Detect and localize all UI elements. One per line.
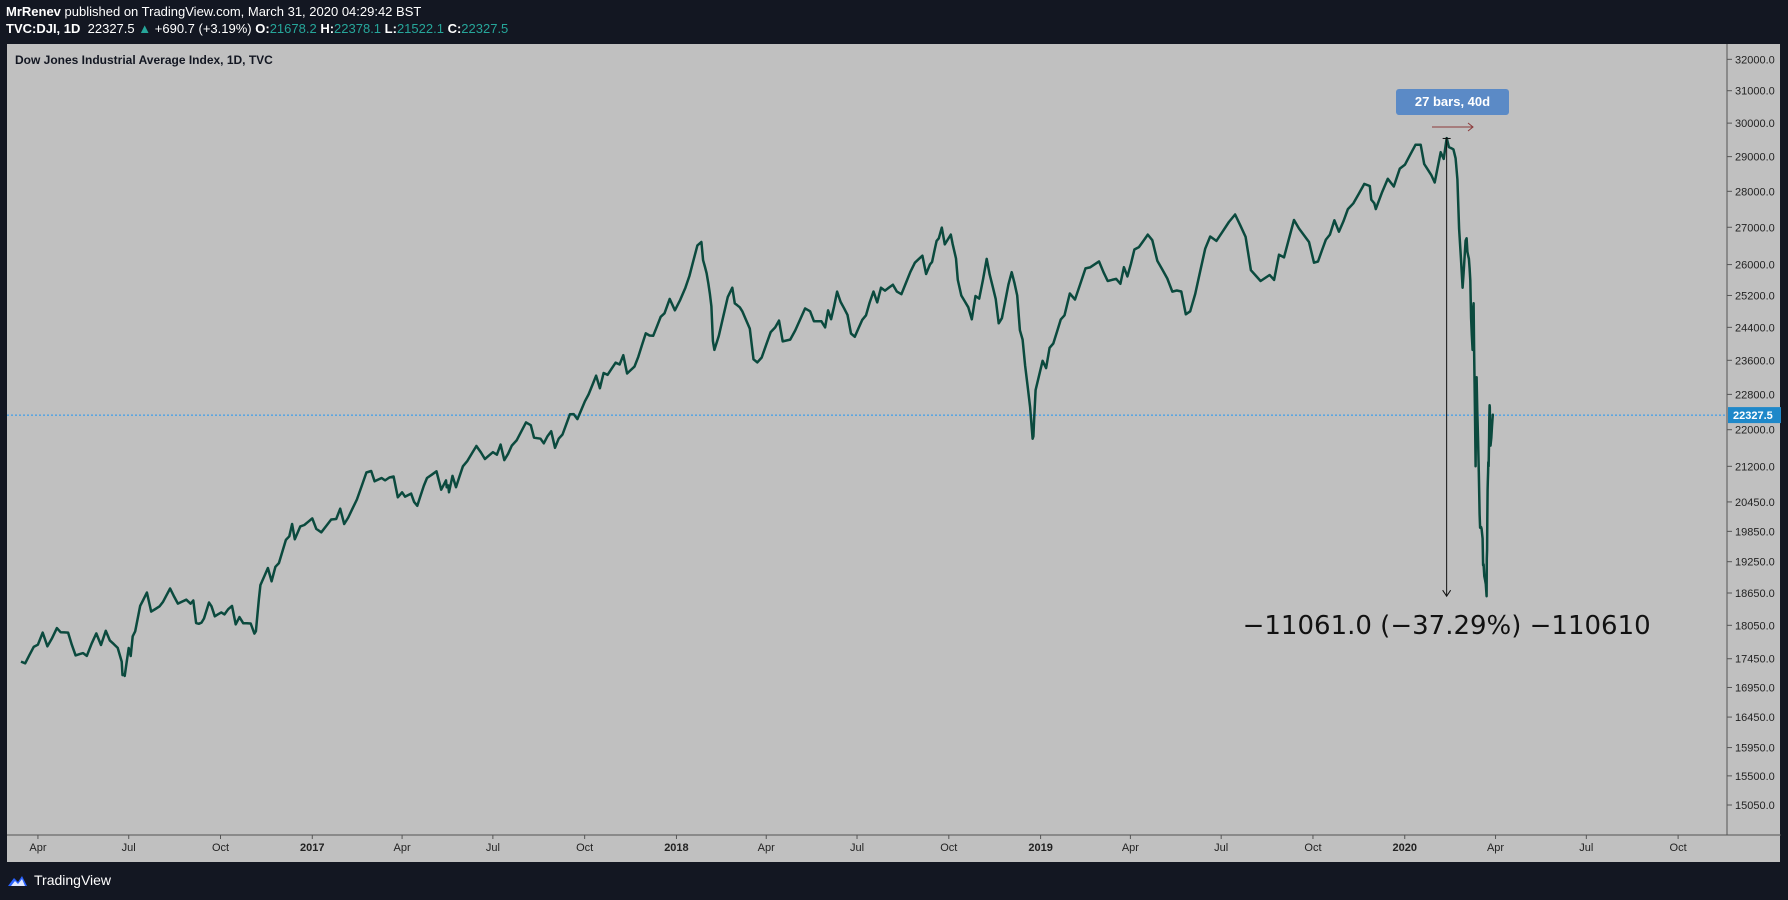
last-price-axis-label: 22327.5 bbox=[1733, 410, 1773, 422]
ohlc-open-key: O: bbox=[255, 21, 270, 36]
x-tick-label: Apr bbox=[758, 842, 775, 854]
y-tick-label: 17450.0 bbox=[1735, 654, 1775, 666]
x-tick-label: Apr bbox=[1122, 842, 1139, 854]
tradingview-cloud-icon bbox=[8, 876, 27, 886]
measure-arrow-down-icon bbox=[1442, 589, 1452, 598]
y-tick-label: 32000.0 bbox=[1735, 54, 1775, 66]
y-tick-label: 30000.0 bbox=[1735, 118, 1775, 130]
y-tick-label: 19250.0 bbox=[1735, 557, 1775, 569]
y-tick-label: 25200.0 bbox=[1735, 290, 1775, 302]
bars-badge-label: 27 bars, 40d bbox=[1415, 94, 1490, 109]
x-tick-label: Jul bbox=[1214, 842, 1228, 854]
ohlc-high-value: 22378.1 bbox=[334, 21, 382, 36]
y-tick-label: 15500.0 bbox=[1735, 771, 1775, 783]
ohlc-low-value: 21522.1 bbox=[396, 21, 444, 36]
x-tick-label: Oct bbox=[1670, 842, 1687, 854]
x-tick-label: Jul bbox=[1579, 842, 1593, 854]
y-tick-label: 28000.0 bbox=[1735, 186, 1775, 198]
ohlc-close-value: 22327.5 bbox=[461, 21, 509, 36]
y-tick-label: 20450.0 bbox=[1735, 497, 1775, 509]
dji-price-line bbox=[20, 136, 1495, 678]
x-tick-label: 2018 bbox=[664, 842, 688, 854]
x-tick-label: Oct bbox=[212, 842, 229, 854]
x-tick-label: Apr bbox=[1487, 842, 1504, 854]
y-tick-label: 22000.0 bbox=[1735, 425, 1775, 437]
x-tick-label: 2017 bbox=[300, 842, 324, 854]
time-range-arrow-icon bbox=[1467, 122, 1474, 132]
x-tick-label: Apr bbox=[394, 842, 411, 854]
y-tick-label: 16950.0 bbox=[1735, 682, 1775, 694]
last-price-axis-badge bbox=[1728, 407, 1781, 424]
y-tick-label: 18650.0 bbox=[1735, 588, 1775, 600]
y-tick-label: 15050.0 bbox=[1735, 800, 1775, 812]
measure-result-text: −11061.0 (−37.29%) −110610 bbox=[1243, 611, 1651, 641]
x-tick-label: Jul bbox=[486, 842, 500, 854]
x-tick-label: Jul bbox=[850, 842, 864, 854]
ohlc-close-key: C: bbox=[447, 21, 462, 36]
footer-brand[interactable]: TradingView bbox=[6, 872, 111, 888]
y-tick-label: 19850.0 bbox=[1735, 526, 1775, 538]
y-tick-label: 31000.0 bbox=[1735, 86, 1775, 98]
ohlc-high-key: H: bbox=[320, 21, 335, 36]
x-tick-label: Oct bbox=[576, 842, 593, 854]
footer-brand-name: TradingView bbox=[34, 872, 112, 888]
y-tick-label: 27000.0 bbox=[1735, 222, 1775, 234]
x-tick-label: 2019 bbox=[1028, 842, 1052, 854]
published-text: published on TradingView.com, March 31, … bbox=[64, 4, 422, 19]
change-value: +690.7 (+3.19%) bbox=[154, 21, 252, 36]
x-tick-label: Jul bbox=[122, 842, 136, 854]
y-tick-label: 29000.0 bbox=[1735, 152, 1775, 164]
ohlc-open-value: 21678.2 bbox=[269, 21, 317, 36]
y-tick-label: 16450.0 bbox=[1735, 712, 1775, 724]
y-tick-label: 15950.0 bbox=[1735, 743, 1775, 755]
x-tick-label: 2020 bbox=[1393, 842, 1417, 854]
y-tick-label: 22800.0 bbox=[1735, 389, 1775, 401]
chart-frame[interactable] bbox=[7, 44, 1780, 862]
symbol-label[interactable]: TVC:DJI, 1D bbox=[6, 21, 81, 36]
x-tick-label: Apr bbox=[29, 842, 46, 854]
symbol-legend: TVC:DJI, 1D 22327.5 ▲ +690.7 (+3.19%) O:… bbox=[6, 21, 508, 36]
ohlc-low-key: L: bbox=[384, 21, 397, 36]
y-tick-label: 18050.0 bbox=[1735, 620, 1775, 632]
y-tick-label: 23600.0 bbox=[1735, 355, 1775, 367]
bars-badge bbox=[1396, 89, 1509, 115]
chart-title: Dow Jones Industrial Average Index, 1D, … bbox=[15, 53, 273, 67]
last-price: 22327.5 bbox=[87, 21, 135, 36]
x-tick-label: Oct bbox=[1304, 842, 1321, 854]
y-tick-label: 21200.0 bbox=[1735, 461, 1775, 473]
author-name[interactable]: MrRenev bbox=[6, 4, 61, 19]
y-tick-label: 24400.0 bbox=[1735, 322, 1775, 334]
change-arrow-icon: ▲ bbox=[138, 21, 152, 36]
x-tick-label: Oct bbox=[940, 842, 957, 854]
publication-line: MrRenev published on TradingView.com, Ma… bbox=[6, 4, 421, 19]
y-tick-label: 26000.0 bbox=[1735, 260, 1775, 272]
